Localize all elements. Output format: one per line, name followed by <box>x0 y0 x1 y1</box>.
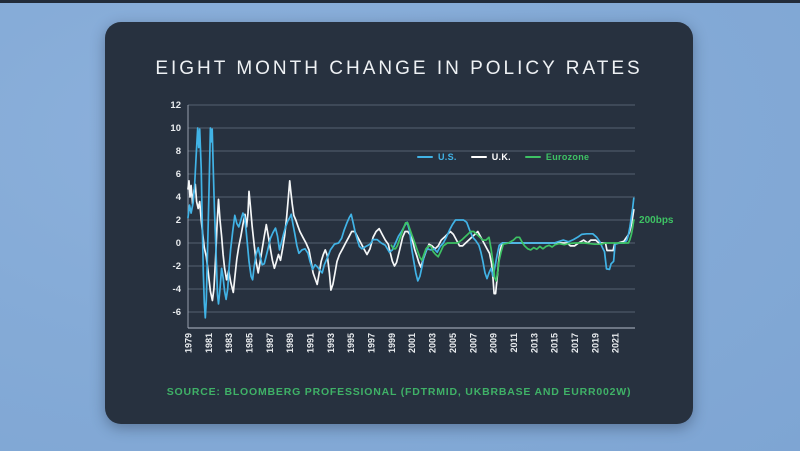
y-tick-label: 4 <box>176 192 182 203</box>
x-tick-label: 1997 <box>367 333 377 353</box>
x-tick-label: 1991 <box>306 333 316 353</box>
x-tick-label: 1979 <box>184 333 194 353</box>
x-tick-label: 2013 <box>529 333 539 353</box>
top-bar <box>0 0 800 3</box>
x-tick-label: 2021 <box>611 333 621 353</box>
x-tick-label: 2001 <box>407 333 417 353</box>
x-tick-label: 2011 <box>509 333 519 353</box>
legend-label: U.K. <box>491 152 511 162</box>
y-tick-label: -4 <box>173 284 182 295</box>
x-tick-label: 1985 <box>245 333 255 353</box>
legend-swatch <box>417 156 433 158</box>
legend-item-uk: U.K. <box>470 152 511 162</box>
series-line-uk <box>187 180 635 302</box>
x-tick-label: 2003 <box>428 333 438 353</box>
x-tick-label: 2017 <box>570 333 580 353</box>
x-tick-label: 2009 <box>489 333 499 353</box>
x-tick-label: 1995 <box>346 333 356 353</box>
y-tick-label: -2 <box>173 261 181 272</box>
y-tick-label: 6 <box>176 169 181 180</box>
x-tick-label: 1987 <box>265 333 275 353</box>
legend-swatch <box>524 156 541 158</box>
legend-swatch <box>470 156 487 158</box>
x-tick-label: 1999 <box>387 333 397 353</box>
x-tick-label: 2005 <box>448 333 458 353</box>
policy-rates-chart: 12 10 8 6 4 2 0 -2 -4 -6 1979 1981 1983 1985 1987 1989 1… <box>170 100 674 353</box>
legend: U.S. U.K. Eurozone <box>417 152 589 162</box>
legend-item-us: U.S. <box>417 152 457 162</box>
y-tick-label: 10 <box>170 123 181 134</box>
chart-title: EIGHT MONTH CHANGE IN POLICY RATES <box>155 58 643 79</box>
y-tick-label: -6 <box>173 307 181 318</box>
y-tick-label: 12 <box>170 100 181 111</box>
x-tick-label: 2007 <box>468 333 478 353</box>
x-tick-label: 1989 <box>285 333 295 353</box>
legend-label: Eurozone <box>545 152 590 162</box>
chart-card: EIGHT MONTH CHANGE IN POLICY RATES 12 10 8… <box>105 22 693 424</box>
chart-annotation: 200bps <box>639 215 674 226</box>
x-tick-label: 1981 <box>204 333 214 353</box>
x-tick-label: 1983 <box>224 333 234 353</box>
x-tick-label: 1993 <box>326 333 336 353</box>
legend-item-eurozone: Eurozone <box>524 152 590 162</box>
x-tick-label: 2015 <box>550 333 560 353</box>
y-tick-label: 0 <box>176 238 181 249</box>
y-tick-label: 8 <box>176 146 181 157</box>
series-line-us <box>187 127 635 319</box>
legend-label: U.S. <box>438 152 457 162</box>
y-tick-label: 2 <box>176 215 181 226</box>
x-tick-label: 2019 <box>590 333 600 353</box>
series-line-eurozone <box>390 219 635 282</box>
source-caption: SOURCE: BLOOMBERG PROFESSIONAL (FDTRMID,… <box>166 386 632 398</box>
